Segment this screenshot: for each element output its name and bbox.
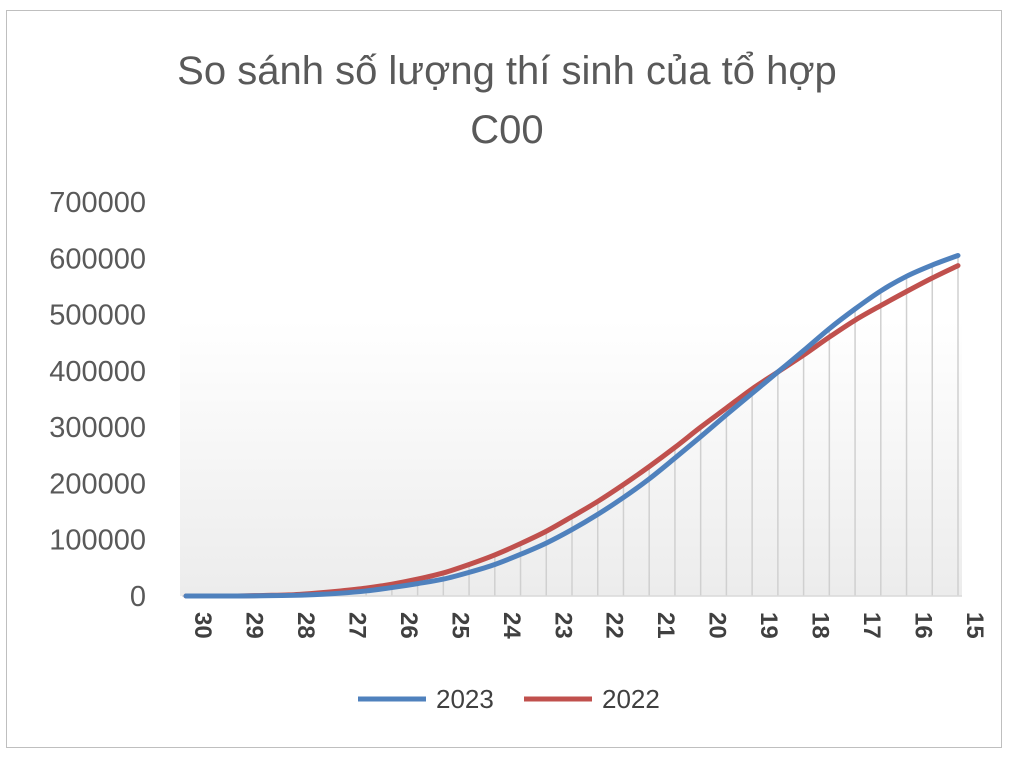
y-tick-label: 100000 xyxy=(49,525,146,557)
x-tick-label: 21 xyxy=(652,612,679,639)
x-tick-label: 17 xyxy=(858,612,885,639)
y-tick-label: 500000 xyxy=(49,300,146,332)
y-axis-ticks: 0 100000 200000 300000 400000 500000 600000 700… xyxy=(49,187,146,613)
x-tick-label: 22 xyxy=(601,612,628,639)
legend: 2023 2022 xyxy=(358,684,660,714)
legend-label-2022: 2022 xyxy=(602,684,660,714)
chart-title-line-1: So sánh số lượng thí sinh của tổ hợp xyxy=(177,49,837,93)
x-tick-label: 29 xyxy=(240,612,267,639)
series-lines xyxy=(183,252,961,599)
plot-area-shade xyxy=(180,320,962,596)
x-tick-label: 20 xyxy=(704,612,731,639)
x-axis-ticks: 30 29 28 27 26 25 24 23 22 21 20 19 18 17 16 15 xyxy=(189,612,988,639)
legend-label-2023: 2023 xyxy=(436,684,494,714)
y-tick-label: 600000 xyxy=(49,243,146,275)
y-tick-label: 0 xyxy=(130,581,146,613)
x-tick-label: 28 xyxy=(292,612,319,639)
series-line-2023 xyxy=(183,252,961,599)
x-tick-label: 18 xyxy=(807,612,834,639)
x-tick-label: 27 xyxy=(343,612,370,639)
y-tick-label: 700000 xyxy=(49,187,146,219)
x-tick-label: 15 xyxy=(961,612,988,639)
x-tick-label: 26 xyxy=(395,612,422,639)
x-tick-label: 25 xyxy=(446,612,473,639)
y-tick-label: 200000 xyxy=(49,468,146,500)
chart-title-line-2: C00 xyxy=(470,108,543,152)
y-tick-label: 400000 xyxy=(49,356,146,388)
x-tick-label: 24 xyxy=(498,612,525,639)
y-tick-label: 300000 xyxy=(49,412,146,444)
x-tick-label: 30 xyxy=(189,612,216,639)
x-tick-label: 19 xyxy=(755,612,782,639)
x-tick-label: 16 xyxy=(910,612,937,639)
x-tick-label: 23 xyxy=(549,612,576,639)
